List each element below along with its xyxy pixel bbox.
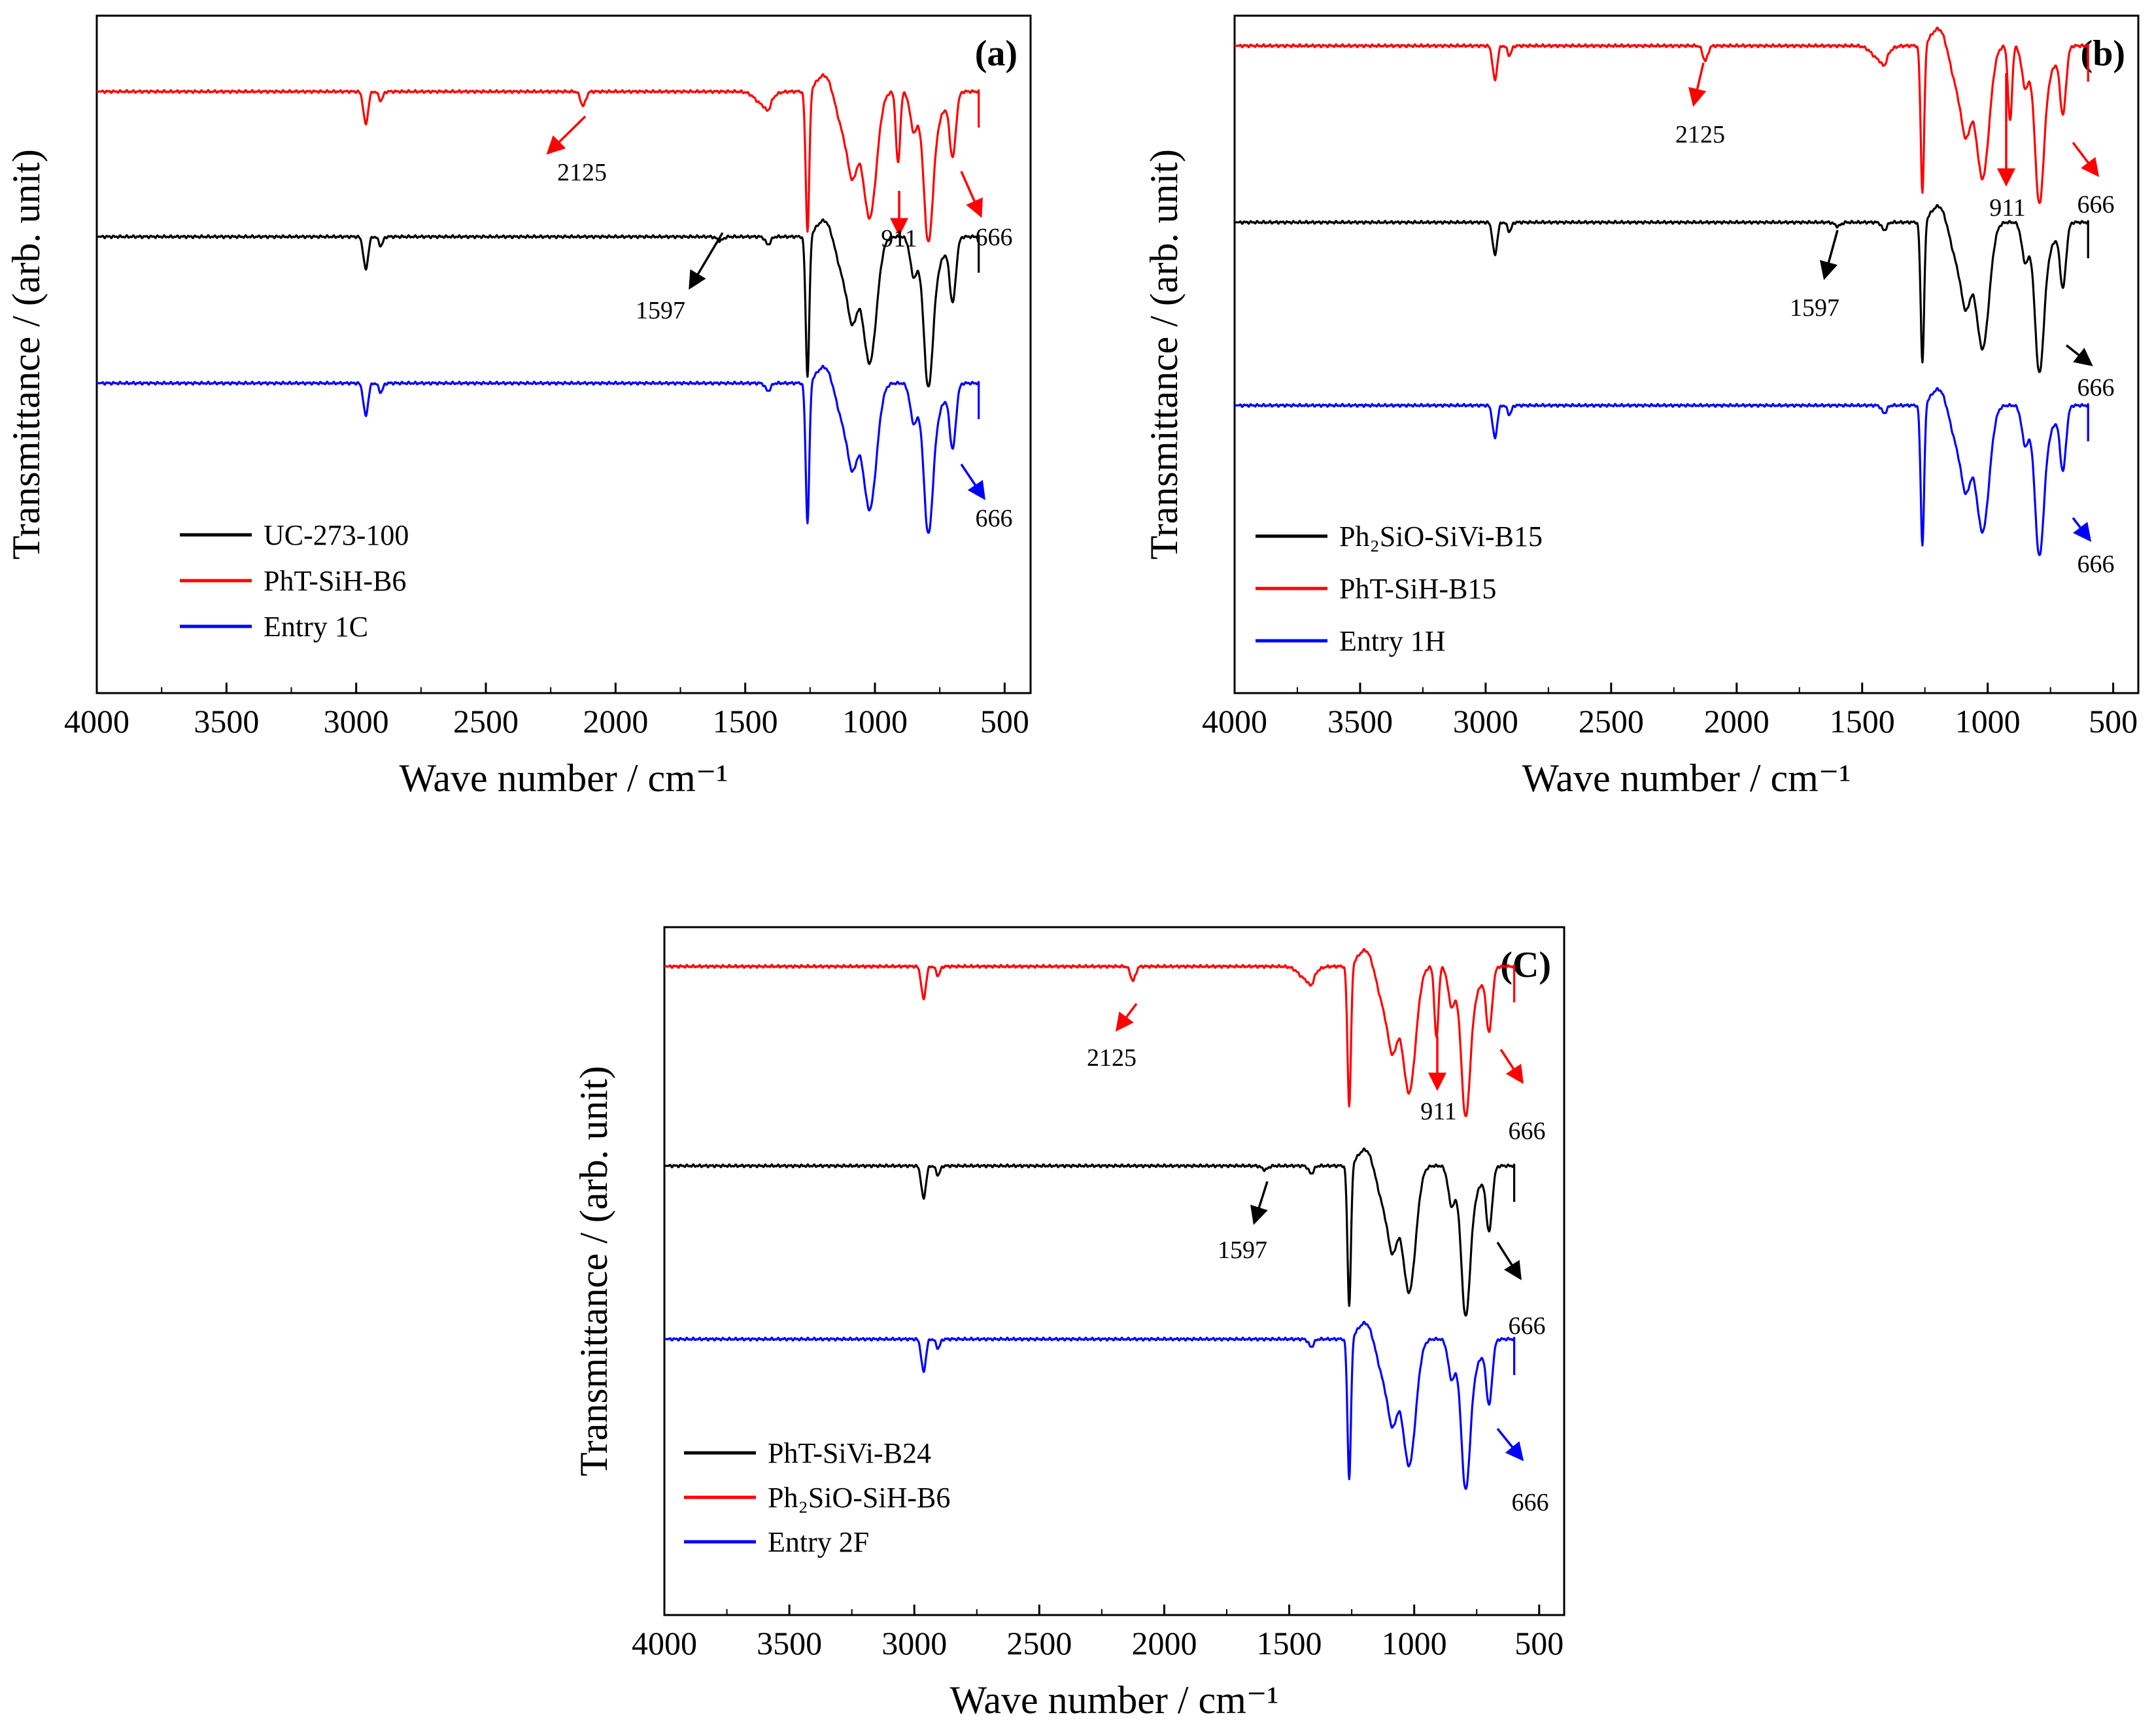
plot-frame xyxy=(95,14,1032,694)
series-line xyxy=(96,218,980,388)
x-tick-label: 2000 xyxy=(1704,703,1769,740)
x-axis-title: Wave number / cm⁻¹ xyxy=(400,757,728,800)
annotation-label: 666 xyxy=(976,224,1013,251)
annotation-label: 1597 xyxy=(1218,1236,1267,1264)
x-tick-label: 4000 xyxy=(632,1625,697,1661)
annotation-label: 666 xyxy=(1512,1489,1549,1516)
annotation-label: 666 xyxy=(2077,374,2115,401)
panel-label: (a) xyxy=(975,33,1017,74)
x-tick-label: 3000 xyxy=(324,703,389,740)
legend-label: Ph₂SiO-SiH-B6 xyxy=(768,1482,950,1514)
x-tick-label: 3500 xyxy=(1327,703,1393,740)
x-tick-label: 1500 xyxy=(1257,1625,1322,1661)
annotation-arrow xyxy=(1250,1181,1269,1225)
series-line xyxy=(96,365,980,534)
annotation-arrow xyxy=(2065,344,2093,367)
annotation-label: 2125 xyxy=(1675,121,1725,148)
y-axis-title: Transmittance / (arb. unit) xyxy=(1142,149,1186,560)
series-line xyxy=(664,1321,1516,1490)
series-line xyxy=(1234,204,2089,373)
annotation-arrow xyxy=(960,171,983,218)
chart-panel-2: 4000 3500 3000 2500 2000 1500 1000 500 Wave numb… xyxy=(1142,14,2140,800)
legend-label: Entry 1C xyxy=(264,611,368,643)
annotation-label: 2125 xyxy=(1087,1044,1137,1072)
annotation-label: 911 xyxy=(1989,194,2026,222)
x-tick-label: 4000 xyxy=(64,703,129,740)
x-tick-label: 1000 xyxy=(1382,1625,1447,1661)
annotation-label: 911 xyxy=(881,225,917,252)
x-tick-label: 2500 xyxy=(453,703,519,740)
series-line xyxy=(1234,387,2089,556)
annotation-arrow xyxy=(546,115,587,155)
annotation-arrow xyxy=(960,464,985,500)
legend-label: Ph₂SiO-SiVi-B15 xyxy=(1339,520,1543,553)
x-tick-label: 1500 xyxy=(1830,703,1895,740)
annotation-arrow xyxy=(2072,141,2100,177)
x-axis-title: Wave number / cm⁻¹ xyxy=(950,1678,1279,1722)
annotation-arrow xyxy=(1496,1242,1522,1280)
annotation-label: 1597 xyxy=(1790,294,1839,322)
x-tick-label: 4000 xyxy=(1202,703,1267,740)
plot-frame xyxy=(663,926,1565,1616)
x-tick-label: 500 xyxy=(1514,1625,1564,1661)
annotation-arrow xyxy=(1819,230,1839,281)
annotation-arrow xyxy=(1688,62,1707,107)
annotation-label: 911 xyxy=(1420,1098,1457,1125)
plot-frame xyxy=(1233,14,2140,694)
x-axis-title: Wave number / cm⁻¹ xyxy=(1522,757,1851,800)
legend-label: PhT-SiH-B15 xyxy=(1339,573,1496,605)
annotation-arrow xyxy=(1496,1427,1524,1461)
annotation-arrow xyxy=(1499,1049,1524,1084)
x-tick-label: 1000 xyxy=(842,703,908,740)
chart-panel-1: 4000 3500 3000 2500 2000 1500 1000 500 Wave numb… xyxy=(5,14,1032,800)
y-axis-title: Transmittance / (arb. unit) xyxy=(572,1066,615,1476)
annotation-label: 1597 xyxy=(636,297,685,324)
series-line xyxy=(96,73,980,243)
legend-label: Entry 1H xyxy=(1339,625,1446,657)
series-line xyxy=(1234,26,2089,204)
chart-panel-3: 4000 3500 3000 2500 2000 1500 1000 500 Wave numb… xyxy=(572,926,1565,1722)
legend-label: PhT-SiVi-B24 xyxy=(768,1437,931,1469)
legend-label: PhT-SiH-B6 xyxy=(264,565,406,597)
x-tick-label: 1000 xyxy=(1955,703,2021,740)
x-tick-label: 500 xyxy=(2089,703,2138,740)
annotation-arrow xyxy=(2072,517,2092,542)
annotation-label: 2125 xyxy=(557,159,607,186)
x-tick-label: 1500 xyxy=(713,703,778,740)
x-tick-label: 500 xyxy=(980,703,1029,740)
annotation-arrow xyxy=(1115,1002,1138,1032)
series-line xyxy=(664,948,1516,1117)
series-line xyxy=(664,1148,1516,1317)
annotation-label: 666 xyxy=(1509,1117,1546,1145)
annotation-arrow xyxy=(689,232,724,290)
legend-label: UC-273-100 xyxy=(264,519,409,551)
legend-label: Entry 2F xyxy=(768,1526,869,1558)
x-tick-label: 2500 xyxy=(1579,703,1644,740)
x-tick-label: 3500 xyxy=(757,1625,822,1661)
x-tick-label: 2500 xyxy=(1006,1625,1072,1661)
x-tick-label: 2000 xyxy=(583,703,648,740)
annotation-label: 666 xyxy=(2077,551,2115,578)
annotation-label: 666 xyxy=(2077,191,2115,218)
x-tick-label: 3000 xyxy=(1453,703,1518,740)
annotation-label: 666 xyxy=(1509,1312,1546,1340)
annotation-label: 666 xyxy=(976,505,1013,532)
x-tick-label: 3000 xyxy=(881,1625,947,1661)
y-axis-title: Transmittance / (arb. unit) xyxy=(5,149,48,560)
x-tick-label: 3500 xyxy=(194,703,259,740)
x-tick-label: 2000 xyxy=(1131,1625,1197,1661)
